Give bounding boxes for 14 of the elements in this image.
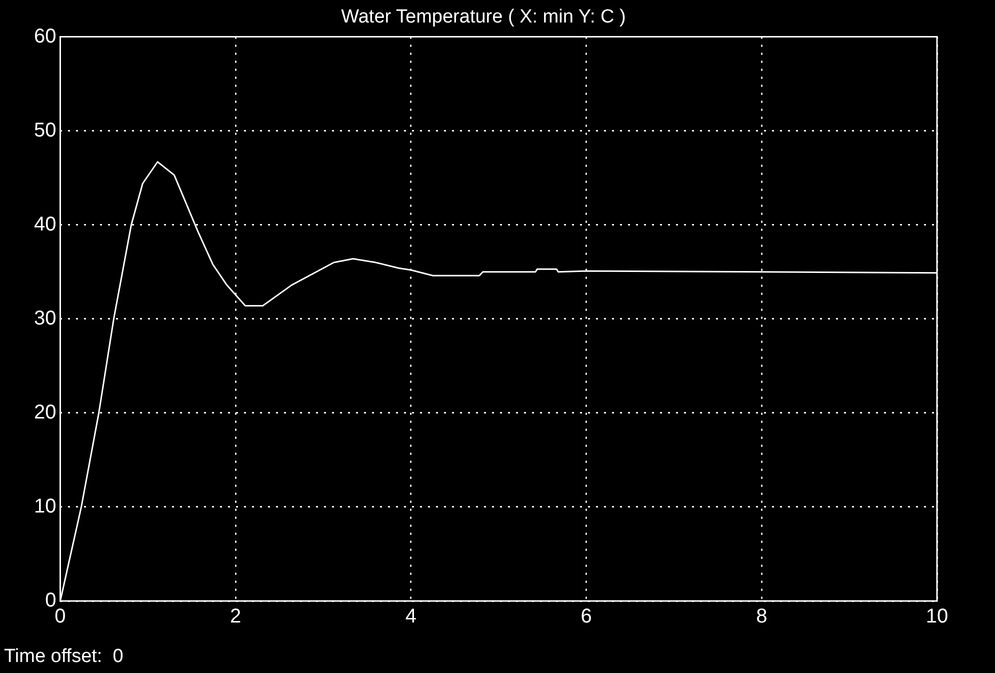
x-tick-label: 2 xyxy=(230,606,242,628)
text: Time offset: 0 xyxy=(4,646,124,668)
y-tick-label: 10 xyxy=(34,495,56,518)
y-tick-label: 30 xyxy=(34,307,56,330)
y-tick-label: 40 xyxy=(34,213,56,236)
chart-title: Water Temperature ( X: min Y: C ) xyxy=(341,6,626,28)
y-tick-label: 20 xyxy=(34,401,56,424)
x-tick-label: 4 xyxy=(405,606,417,628)
y-tick-label: 60 xyxy=(34,25,56,48)
x-tick-label: 10 xyxy=(926,606,948,628)
y-tick-label: 50 xyxy=(34,119,56,142)
y-tick-label: 0 xyxy=(45,590,56,612)
x-tick-label: 8 xyxy=(756,606,768,628)
x-tick-label: 6 xyxy=(580,606,592,628)
